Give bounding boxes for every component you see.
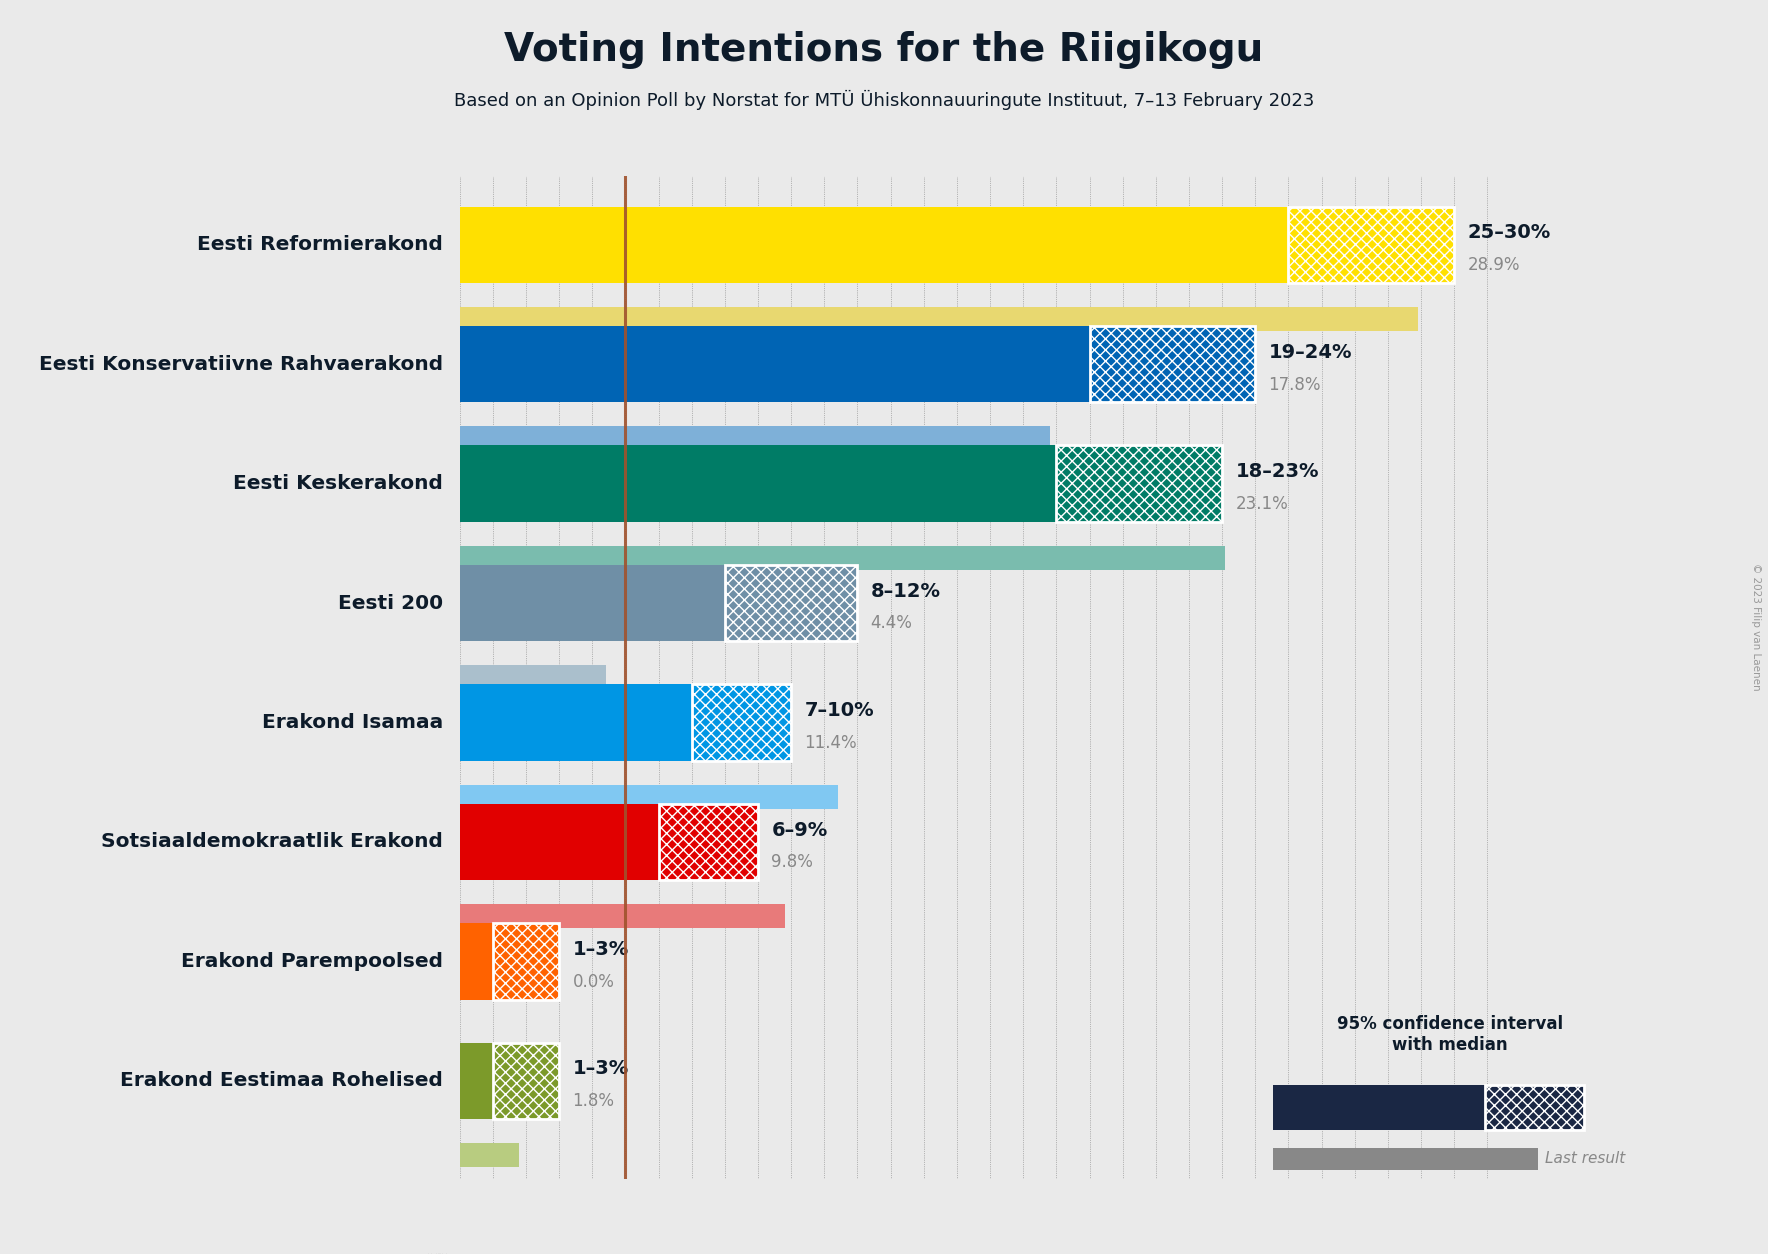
Text: 1–3%: 1–3% bbox=[573, 1060, 629, 1078]
Text: Sotsiaaldemokraatlik Erakond: Sotsiaaldemokraatlik Erakond bbox=[101, 833, 444, 851]
Text: Voting Intentions for the Riigikogu: Voting Intentions for the Riigikogu bbox=[504, 31, 1264, 69]
Bar bbox=[493, 1042, 559, 1119]
Text: 6–9%: 6–9% bbox=[771, 820, 827, 839]
Bar bbox=[1485, 1085, 1584, 1130]
Bar bbox=[1273, 1085, 1485, 1130]
Bar bbox=[658, 804, 758, 880]
Bar bbox=[493, 923, 559, 999]
Text: Last result: Last result bbox=[1545, 1151, 1625, 1166]
Bar bbox=[460, 426, 1050, 450]
Bar bbox=[1057, 445, 1222, 522]
Text: 17.8%: 17.8% bbox=[1269, 375, 1321, 394]
Text: 1.8%: 1.8% bbox=[573, 1092, 615, 1110]
Bar bbox=[691, 685, 792, 761]
Bar bbox=[460, 685, 691, 761]
Text: Erakond Eestimaa Rohelised: Erakond Eestimaa Rohelised bbox=[120, 1071, 444, 1090]
Bar bbox=[691, 685, 792, 761]
Text: Based on an Opinion Poll by Norstat for MTÜ Ühiskonnauuringute Instituut, 7–13 F: Based on an Opinion Poll by Norstat for … bbox=[454, 90, 1314, 110]
Bar bbox=[460, 1142, 520, 1166]
Bar bbox=[460, 307, 1418, 331]
Text: 7–10%: 7–10% bbox=[804, 701, 873, 720]
Bar bbox=[691, 685, 792, 761]
Text: 19–24%: 19–24% bbox=[1269, 342, 1353, 362]
Text: © 2023 Filip van Laenen: © 2023 Filip van Laenen bbox=[1750, 563, 1761, 691]
Bar bbox=[460, 1042, 493, 1119]
Text: Eesti Konservatiivne Rahvaerakond: Eesti Konservatiivne Rahvaerakond bbox=[39, 355, 444, 374]
Bar bbox=[725, 564, 857, 641]
Bar bbox=[460, 785, 838, 809]
Text: Eesti Reformierakond: Eesti Reformierakond bbox=[198, 236, 444, 255]
Text: 0.0%: 0.0% bbox=[573, 973, 613, 991]
Bar bbox=[1089, 326, 1255, 403]
Bar bbox=[493, 1042, 559, 1119]
Bar bbox=[493, 1042, 559, 1119]
Text: 1–3%: 1–3% bbox=[573, 940, 629, 959]
Text: Erakond Isamaa: Erakond Isamaa bbox=[262, 714, 444, 732]
Text: Eesti 200: Eesti 200 bbox=[338, 593, 444, 613]
Text: Eesti Keskerakond: Eesti Keskerakond bbox=[233, 474, 444, 493]
Text: 25–30%: 25–30% bbox=[1467, 223, 1551, 242]
Bar bbox=[1485, 1085, 1584, 1130]
Bar bbox=[725, 564, 857, 641]
Text: 18–23%: 18–23% bbox=[1236, 463, 1319, 482]
Bar bbox=[1057, 445, 1222, 522]
Bar bbox=[460, 564, 725, 641]
Bar bbox=[1485, 1085, 1584, 1130]
Text: 9.8%: 9.8% bbox=[771, 853, 813, 872]
Text: 4.4%: 4.4% bbox=[872, 614, 912, 632]
Bar bbox=[460, 545, 1225, 569]
Bar bbox=[1089, 326, 1255, 403]
Bar bbox=[460, 804, 658, 880]
Bar bbox=[460, 904, 785, 928]
Bar bbox=[1289, 207, 1455, 283]
Bar bbox=[460, 326, 1089, 403]
Bar bbox=[658, 804, 758, 880]
Bar bbox=[493, 923, 559, 999]
Bar bbox=[1057, 445, 1222, 522]
Bar bbox=[460, 665, 605, 690]
Text: 23.1%: 23.1% bbox=[1236, 495, 1289, 513]
Text: 28.9%: 28.9% bbox=[1467, 256, 1520, 275]
Text: Erakond Parempoolsed: Erakond Parempoolsed bbox=[180, 952, 444, 971]
Bar bbox=[460, 445, 1057, 522]
Bar bbox=[1273, 1149, 1538, 1170]
Bar bbox=[493, 923, 559, 999]
Bar bbox=[1089, 326, 1255, 403]
Bar bbox=[460, 207, 1289, 283]
Bar bbox=[460, 923, 493, 999]
Bar bbox=[658, 804, 758, 880]
Bar bbox=[725, 564, 857, 641]
Text: 8–12%: 8–12% bbox=[872, 582, 941, 601]
Bar bbox=[1289, 207, 1455, 283]
Bar bbox=[1289, 207, 1455, 283]
Text: 95% confidence interval
with median: 95% confidence interval with median bbox=[1337, 1016, 1563, 1053]
Text: 11.4%: 11.4% bbox=[804, 734, 857, 752]
